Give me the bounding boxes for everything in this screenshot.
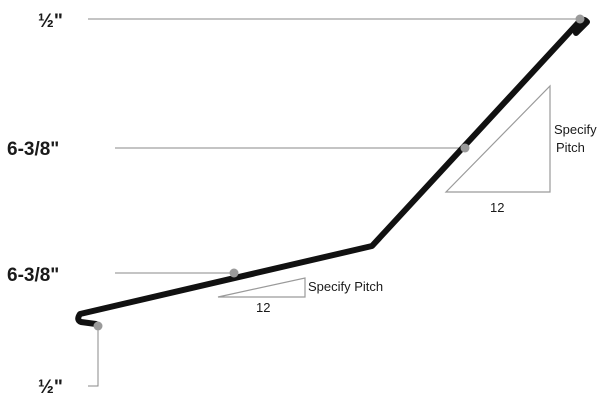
upper-pitch-label-line1: Specify: [554, 122, 597, 137]
lower-run-label: 12: [256, 300, 270, 315]
upper-pitch-label-line2: Pitch: [556, 140, 585, 155]
lower-segment-dot: [229, 268, 239, 278]
bottom-hem-dot: [93, 321, 103, 331]
upper-segment-dot: [460, 143, 470, 153]
bottom-hem-dimension: ½": [38, 377, 63, 398]
lower-segment-dimension: 6-3/8": [7, 265, 59, 286]
upper-pitch-triangle: [444, 84, 551, 193]
lower-pitch-label: Specify Pitch: [308, 279, 383, 294]
bottom-hem-leader: [88, 326, 99, 387]
top-hem-dot: [575, 14, 585, 24]
upper-segment-dimension: 6-3/8": [7, 139, 59, 160]
flashing-profile-line: [75, 16, 590, 327]
upper-run-label: 12: [490, 200, 504, 215]
lower-pitch-triangle: [217, 277, 306, 298]
top-hem-dimension: ½": [38, 11, 63, 32]
